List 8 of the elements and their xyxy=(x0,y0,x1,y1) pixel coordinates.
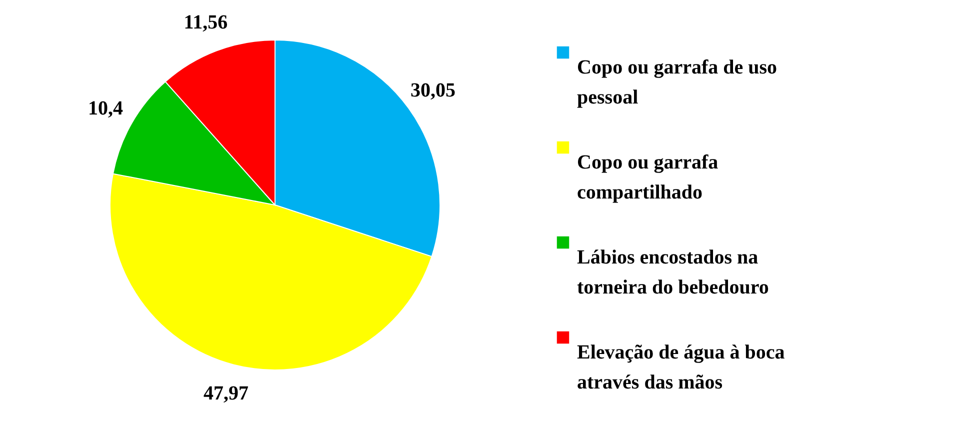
legend-label: Copo ou garrafa compartilhado xyxy=(577,152,718,204)
legend-label: Copo ou garrafa de uso pessoal xyxy=(577,56,778,108)
legend-label: Lábios encostados na torneira do bebedouro xyxy=(577,246,769,298)
data-label: 30,05 xyxy=(410,80,456,102)
data-label: 10,4 xyxy=(88,98,124,120)
data-label: 11,56 xyxy=(184,12,228,34)
data-label: 47,97 xyxy=(203,382,248,405)
legend-label: Elevação de água à boca através das mãos xyxy=(577,342,785,394)
